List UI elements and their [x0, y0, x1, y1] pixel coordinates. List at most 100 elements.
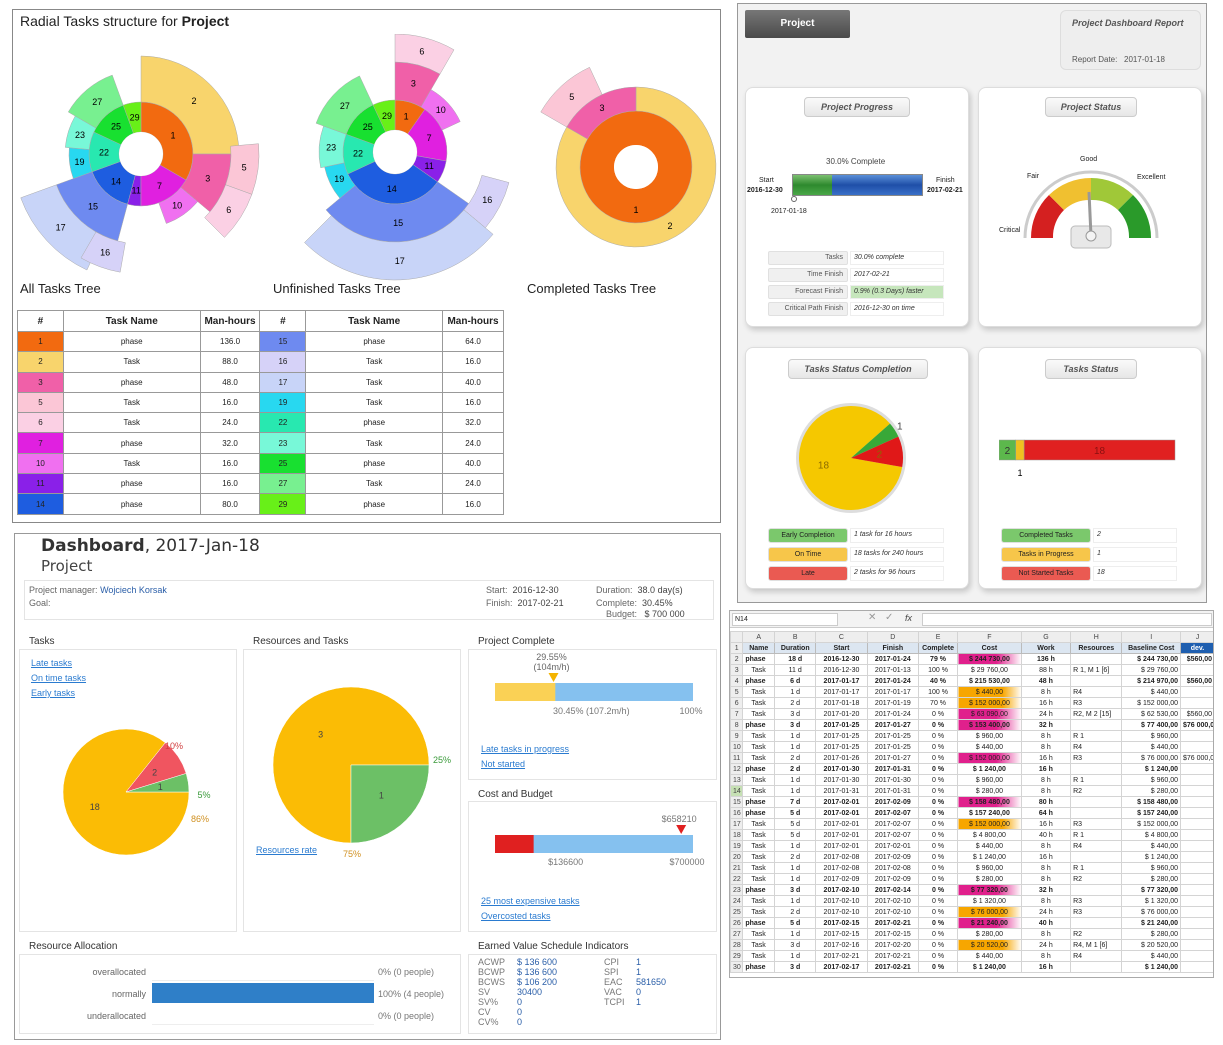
- sheet-cell[interactable]: 2017-02-09: [866, 873, 920, 885]
- sheet-cell[interactable]: 3 d: [774, 708, 817, 720]
- sheet-cell[interactable]: 2017-02-15: [815, 928, 868, 940]
- column-letter[interactable]: E: [918, 631, 959, 643]
- sheet-cell[interactable]: R 1: [1070, 774, 1123, 786]
- sheet-cell[interactable]: 2017-02-21: [815, 950, 868, 962]
- project-button[interactable]: Project: [745, 10, 850, 38]
- sheet-cell[interactable]: Task: [742, 686, 776, 698]
- column-letter[interactable]: I: [1121, 631, 1182, 643]
- sheet-cell[interactable]: 32 h: [1020, 884, 1072, 896]
- sheet-cell[interactable]: R2: [1070, 785, 1123, 797]
- sheet-cell[interactable]: 2 d: [774, 752, 817, 764]
- sheet-cell[interactable]: 2017-02-09: [866, 796, 920, 808]
- sheet-cell[interactable]: 18 d: [774, 653, 817, 665]
- sheet-cell[interactable]: $ 960,00: [957, 862, 1022, 874]
- sheet-cell[interactable]: 0 %: [918, 873, 959, 885]
- sheet-cell[interactable]: Task: [742, 840, 776, 852]
- sheet-cell[interactable]: $ 77 320,00: [957, 884, 1022, 896]
- sheet-cell[interactable]: 28: [730, 939, 744, 951]
- sheet-cell[interactable]: 21: [730, 862, 744, 874]
- sheet-cell[interactable]: 16 h: [1020, 697, 1072, 709]
- sheet-cell[interactable]: Task: [742, 818, 776, 830]
- sheet-cell[interactable]: R3: [1070, 895, 1123, 907]
- sheet-cell[interactable]: R4: [1070, 686, 1123, 698]
- sheet-cell[interactable]: 1 d: [774, 928, 817, 940]
- sheet-cell[interactable]: 20: [730, 851, 744, 863]
- sheet-cell[interactable]: [1070, 796, 1123, 808]
- column-letter[interactable]: F: [957, 631, 1022, 643]
- sheet-cell[interactable]: 16 h: [1020, 752, 1072, 764]
- sheet-cell[interactable]: 2: [730, 653, 744, 665]
- sheet-cell[interactable]: $ 21 240,00: [957, 917, 1022, 929]
- sheet-cell[interactable]: 1 d: [774, 774, 817, 786]
- sheet-header-cell[interactable]: Cost: [957, 642, 1022, 654]
- sheet-cell[interactable]: [1180, 895, 1213, 907]
- sheet-cell[interactable]: 16 h: [1020, 763, 1072, 775]
- sheet-cell[interactable]: $ 1 240,00: [957, 961, 1022, 973]
- sheet-cell[interactable]: 2017-01-17: [815, 675, 868, 687]
- sheet-cell[interactable]: $ 77 320,00: [1121, 884, 1182, 896]
- sheet-cell[interactable]: 13: [730, 774, 744, 786]
- sheet-cell[interactable]: 2017-02-09: [866, 851, 920, 863]
- sheet-cell[interactable]: 136 h: [1020, 653, 1072, 665]
- sheet-cell[interactable]: 40 h: [1020, 829, 1072, 841]
- sheet-cell[interactable]: [1070, 675, 1123, 687]
- sheet-header-cell[interactable]: Duration: [774, 642, 817, 654]
- sheet-cell[interactable]: $ 157 240,00: [1121, 807, 1182, 819]
- sheet-cell[interactable]: $ 440,00: [957, 686, 1022, 698]
- sheet-cell[interactable]: $ 152 000,00: [1121, 697, 1182, 709]
- sheet-cell[interactable]: 2017-01-24: [866, 708, 920, 720]
- sheet-cell[interactable]: $ 1 240,00: [1121, 763, 1182, 775]
- sheet-cell[interactable]: 2017-02-01: [815, 796, 868, 808]
- sheet-cell[interactable]: 100 %: [918, 664, 959, 676]
- sheet-cell[interactable]: $ 20 520,00: [1121, 939, 1182, 951]
- sheet-cell[interactable]: 2017-01-17: [815, 686, 868, 698]
- sheet-cell[interactable]: 2017-02-10: [815, 895, 868, 907]
- sheet-cell[interactable]: R 1, M 1 [6]: [1070, 664, 1123, 676]
- sheet-cell[interactable]: [1180, 950, 1213, 962]
- sheet-cell[interactable]: 2017-02-08: [815, 862, 868, 874]
- sheet-cell[interactable]: 0 %: [918, 708, 959, 720]
- sheet-cell[interactable]: 2017-02-17: [815, 961, 868, 973]
- sheet-cell[interactable]: 0 %: [918, 895, 959, 907]
- sheet-cell[interactable]: [1180, 730, 1213, 742]
- sheet-cell[interactable]: R3: [1070, 752, 1123, 764]
- sheet-cell[interactable]: [1070, 763, 1123, 775]
- sheet-cell[interactable]: [1070, 807, 1123, 819]
- sheet-cell[interactable]: R2: [1070, 928, 1123, 940]
- on-time-tasks-link[interactable]: On time tasks: [31, 673, 87, 683]
- sheet-cell[interactable]: 17: [730, 818, 744, 830]
- sheet-cell[interactable]: 11: [730, 752, 744, 764]
- sheet-cell[interactable]: 2017-02-21: [866, 961, 920, 973]
- sheet-cell[interactable]: [1180, 961, 1213, 973]
- sheet-cell[interactable]: 2 d: [774, 763, 817, 775]
- sheet-cell[interactable]: $ 76 000,00: [1121, 752, 1182, 764]
- sheet-cell[interactable]: [1180, 884, 1213, 896]
- sheet-cell[interactable]: 0 %: [918, 818, 959, 830]
- sheet-cell[interactable]: 2017-02-10: [815, 906, 868, 918]
- sheet-cell[interactable]: 2017-01-25: [815, 719, 868, 731]
- name-box[interactable]: N14: [732, 613, 838, 626]
- sheet-cell[interactable]: R2: [1070, 873, 1123, 885]
- sheet-cell[interactable]: [1180, 697, 1213, 709]
- sheet-cell[interactable]: phase: [742, 719, 776, 731]
- not-started-link[interactable]: Not started: [481, 759, 526, 769]
- sheet-cell[interactable]: 8 h: [1020, 686, 1072, 698]
- sheet-cell[interactable]: phase: [742, 884, 776, 896]
- sheet-cell[interactable]: 1 d: [774, 741, 817, 753]
- cancel-icon[interactable]: ✕: [868, 612, 877, 623]
- overcosted-tasks-link[interactable]: Overcosted tasks: [481, 911, 551, 921]
- sheet-cell[interactable]: 0 %: [918, 719, 959, 731]
- sheet-cell[interactable]: 8 h: [1020, 730, 1072, 742]
- sheet-cell[interactable]: $560,00: [1180, 675, 1213, 687]
- sheet-header-cell[interactable]: Work: [1020, 642, 1072, 654]
- sheet-cell[interactable]: 10: [730, 741, 744, 753]
- sheet-cell[interactable]: R3: [1070, 697, 1123, 709]
- sheet-cell[interactable]: 18: [730, 829, 744, 841]
- expensive-tasks-link[interactable]: 25 most expensive tasks: [481, 896, 580, 906]
- sheet-cell[interactable]: $76 000,00: [1180, 719, 1213, 731]
- sheet-cell[interactable]: [1180, 873, 1213, 885]
- sheet-cell[interactable]: 2016-12-30: [815, 664, 868, 676]
- sheet-cell[interactable]: 15: [730, 796, 744, 808]
- sheet-cell[interactable]: $ 62 530,00: [1121, 708, 1182, 720]
- sheet-cell[interactable]: 100 %: [918, 686, 959, 698]
